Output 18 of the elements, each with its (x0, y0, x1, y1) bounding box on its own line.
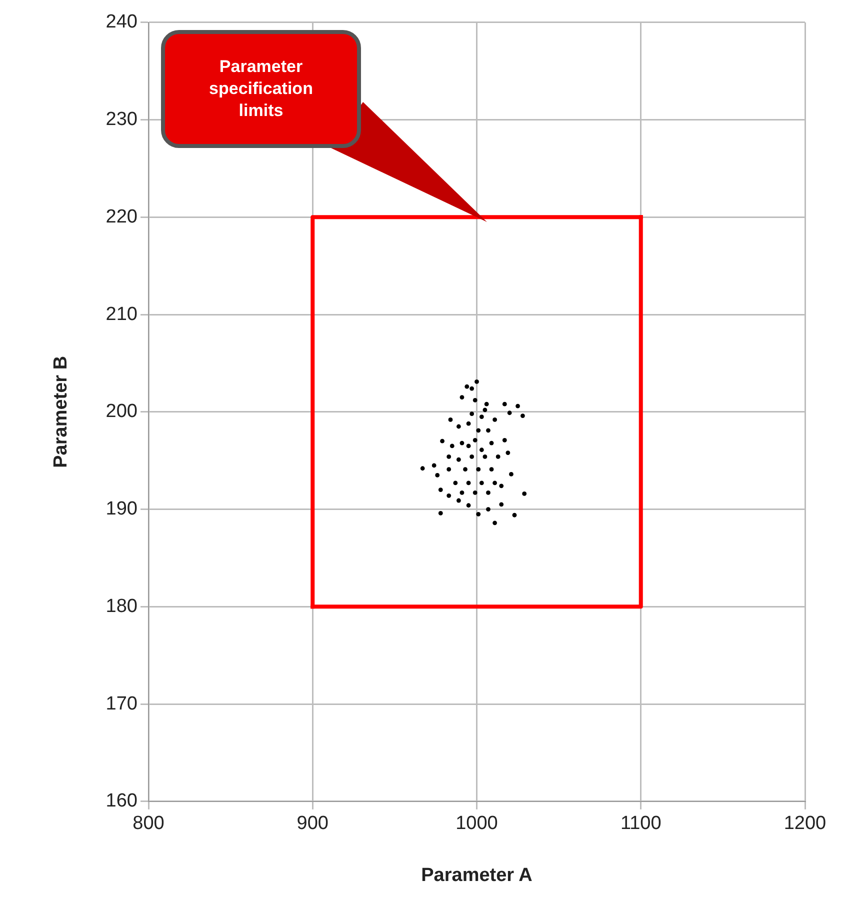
y-tick-label: 240 (106, 12, 138, 33)
y-tick-label: 210 (106, 304, 138, 325)
y-tick-label: 180 (106, 596, 138, 617)
x-tick-label: 1000 (456, 813, 498, 834)
x-tick-label: 900 (296, 813, 328, 834)
speech-bubble: Parameter specification limits (161, 30, 489, 224)
y-tick-label: 200 (106, 401, 138, 422)
y-tick-label: 170 (106, 693, 138, 714)
y-tick-label: 230 (106, 109, 138, 130)
annotation: Parameter specification limits (208, 56, 314, 122)
y-tick-label: 220 (106, 206, 138, 228)
x-axis-title: Parameter A (421, 864, 533, 886)
x-tick-label: 1200 (784, 813, 826, 834)
x-tick-label: 800 (132, 813, 164, 834)
x-tick-label: 1100 (620, 813, 662, 834)
y-tick-label: 160 (106, 790, 138, 812)
y-tick-label: 190 (106, 498, 138, 520)
y-axis-title: Parameter B (50, 356, 72, 468)
